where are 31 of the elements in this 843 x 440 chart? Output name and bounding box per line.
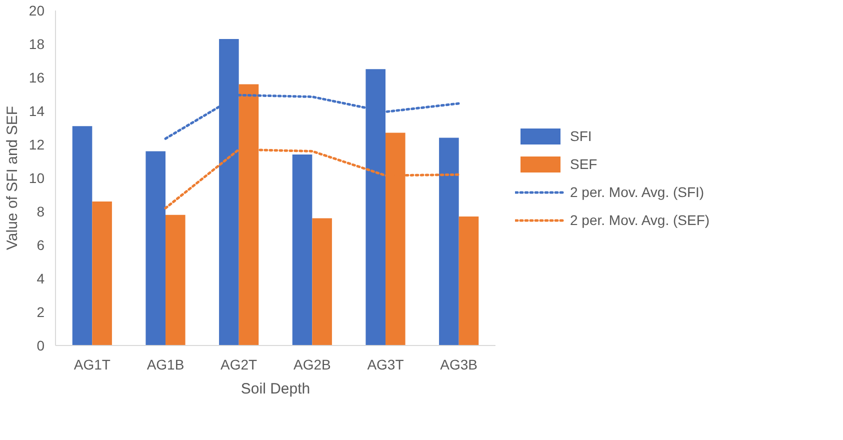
x-axis-title: Soil Depth [240, 380, 310, 398]
y-tick-label: 18 [28, 36, 45, 52]
y-tick-label: 2 [36, 304, 45, 320]
x-tick-label: AG1B [146, 356, 184, 372]
y-tick-label: 6 [36, 237, 45, 253]
y-tick-label: 20 [28, 2, 45, 18]
legend-label: 2 per. Mov. Avg. (SEF) [570, 212, 710, 228]
y-tick-label: 10 [28, 170, 45, 186]
y-tick-label: 16 [28, 70, 45, 86]
y-tick-label: 0 [36, 338, 45, 354]
y-tick-label: 12 [28, 136, 45, 152]
bar [439, 138, 459, 346]
x-tick-label: AG3B [440, 356, 478, 372]
x-tick-label: AG3T [367, 356, 404, 372]
legend-label: SEF [570, 156, 598, 172]
bar [146, 151, 166, 346]
y-tick-label: 4 [36, 270, 45, 286]
bar [458, 216, 479, 346]
x-tick-label: AG1T [74, 356, 111, 372]
bar [312, 218, 332, 346]
x-tick-label: AG2B [293, 356, 331, 372]
y-tick-label: 14 [28, 103, 45, 119]
legend-label: 2 per. Mov. Avg. (SFI) [570, 184, 704, 200]
bar [166, 214, 186, 346]
y-axis-title: Value of SFI and SEF [4, 106, 21, 250]
x-tick-label: AG2T [220, 356, 258, 372]
legend-label: SFI [570, 128, 592, 144]
bar [92, 201, 112, 346]
bar [292, 154, 312, 346]
y-tick-label: 8 [36, 204, 45, 220]
bar [72, 126, 92, 346]
